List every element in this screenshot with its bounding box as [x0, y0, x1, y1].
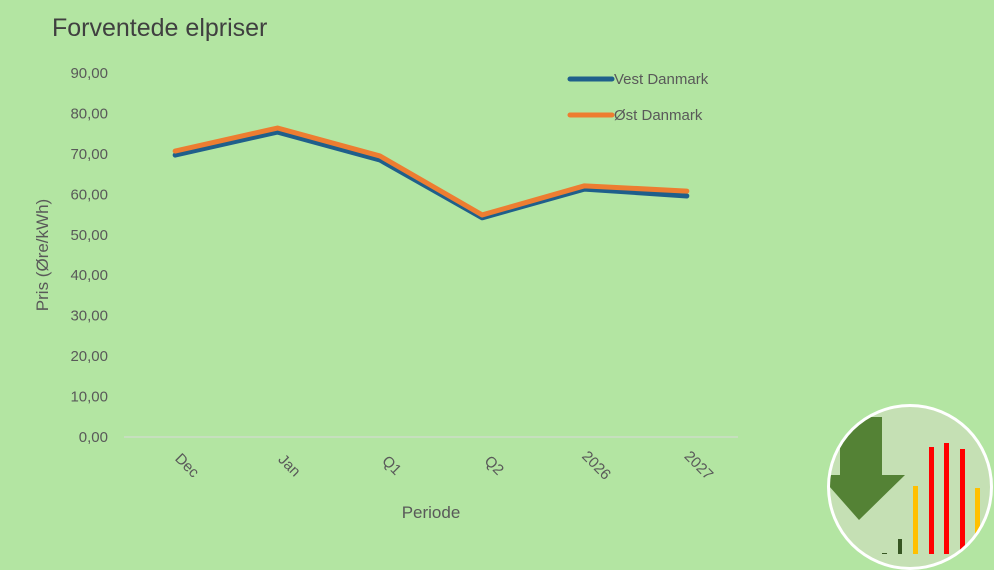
y-tick-label: 10,00 [70, 389, 108, 406]
x-tick-label: Q1 [378, 453, 404, 479]
y-tick-label: 40,00 [70, 267, 108, 284]
y-tick-label: 80,00 [70, 105, 108, 122]
x-tick-label: 2026 [578, 448, 614, 484]
y-axis-title: Pris (Øre/kWh) [33, 199, 52, 311]
series-line-1 [172, 125, 690, 218]
y-tick-label: 20,00 [70, 348, 108, 365]
y-tick-label: 30,00 [70, 308, 108, 325]
y-tick-label: 70,00 [70, 146, 108, 163]
y-tick-label: 60,00 [70, 186, 108, 203]
y-tick-label: 90,00 [70, 65, 108, 82]
x-tick-label: Q2 [481, 453, 507, 479]
legend-label: Øst Danmark [614, 107, 703, 124]
x-tick-label: 2027 [681, 448, 717, 484]
x-tick-label: Dec [171, 450, 202, 481]
chart-title: Forventede elpriser [52, 14, 268, 42]
x-tick-label: Jan [275, 451, 304, 480]
y-tick-label: 50,00 [70, 227, 108, 244]
series-line-0 [172, 129, 690, 221]
legend-label: Vest Danmark [614, 71, 709, 88]
y-tick-label: 0,00 [79, 429, 108, 446]
x-axis-title: Periode [402, 503, 461, 522]
